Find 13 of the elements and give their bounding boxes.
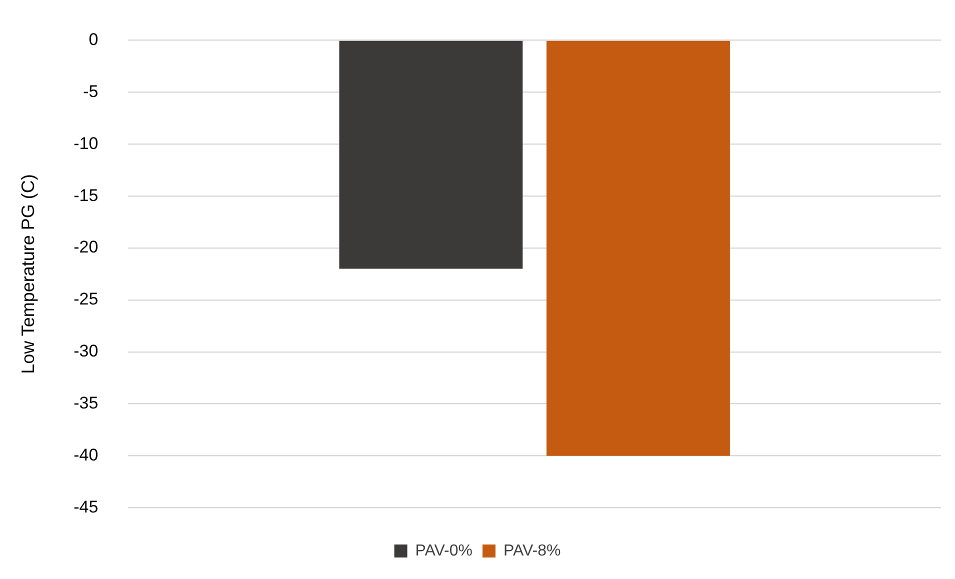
legend-label: PAV-8%: [504, 542, 561, 560]
y-tick-label: -30: [74, 342, 98, 361]
y-tick-label: -25: [74, 290, 98, 309]
y-tick-label: -20: [74, 238, 98, 257]
y-tick-label: 0: [88, 30, 98, 49]
y-tick-label: -35: [74, 394, 98, 413]
y-tick-label: -45: [74, 497, 98, 516]
y-tick-label: -5: [83, 82, 98, 101]
y-tick-label: -15: [74, 186, 98, 205]
y-axis-title: Low Temperature PG (C): [18, 174, 38, 374]
legend-label: PAV-0%: [415, 542, 473, 560]
y-tick-label: -10: [74, 134, 98, 153]
y-tick-label: -40: [74, 446, 98, 465]
